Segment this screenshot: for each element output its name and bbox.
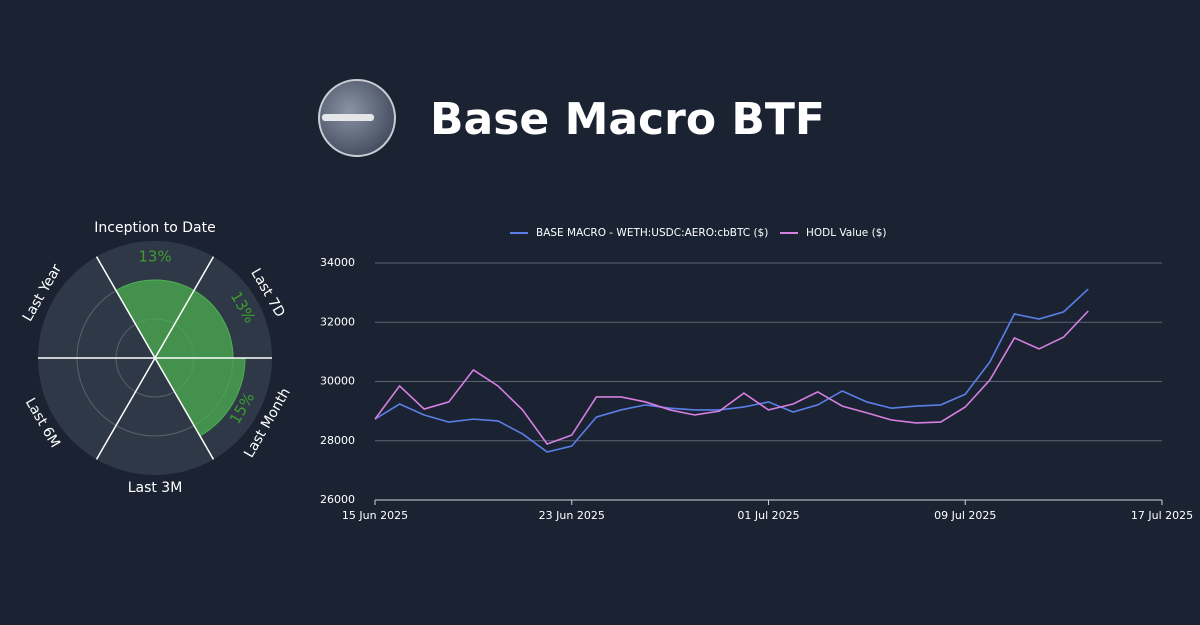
polar-bar: [154, 289, 234, 359]
x-tick-label: 09 Jul 2025: [934, 509, 996, 522]
y-tick-label: 26000: [320, 493, 355, 506]
series-line: [374, 288, 1089, 453]
x-tick-label: 23 Jun 2025: [539, 509, 605, 522]
polar-divider: [95, 357, 156, 460]
polar-divider: [154, 357, 215, 460]
polar-bar: [115, 279, 195, 360]
polar-value-label: 13%: [138, 248, 171, 266]
y-tick-label: 28000: [320, 434, 355, 447]
y-tick-label: 34000: [320, 256, 355, 269]
y-tick-label: 32000: [320, 315, 355, 328]
x-tick-label: 17 Jul 2025: [1131, 509, 1193, 522]
polar-divider: [95, 256, 156, 359]
polar-category-label: Last 3M: [128, 480, 183, 496]
polar-divider: [154, 256, 215, 359]
legend-label: HODL Value ($): [806, 227, 886, 239]
polar-bar: [154, 357, 246, 437]
logo-bar: [322, 114, 374, 121]
polar-category-label: Inception to Date: [94, 220, 215, 236]
x-tick-label: 01 Jul 2025: [737, 509, 799, 522]
y-tick-label: 30000: [320, 375, 355, 388]
page-title: Base Macro BTF: [430, 94, 825, 145]
series-line: [374, 310, 1089, 445]
x-tick-label: 15 Jun 2025: [342, 509, 408, 522]
legend-label: BASE MACRO - WETH:USDC:AERO:cbBTC ($): [536, 227, 768, 239]
line-chart: 26000 28000 30000 32000 34000 15 Jun 2025 23 J…: [320, 227, 1193, 522]
